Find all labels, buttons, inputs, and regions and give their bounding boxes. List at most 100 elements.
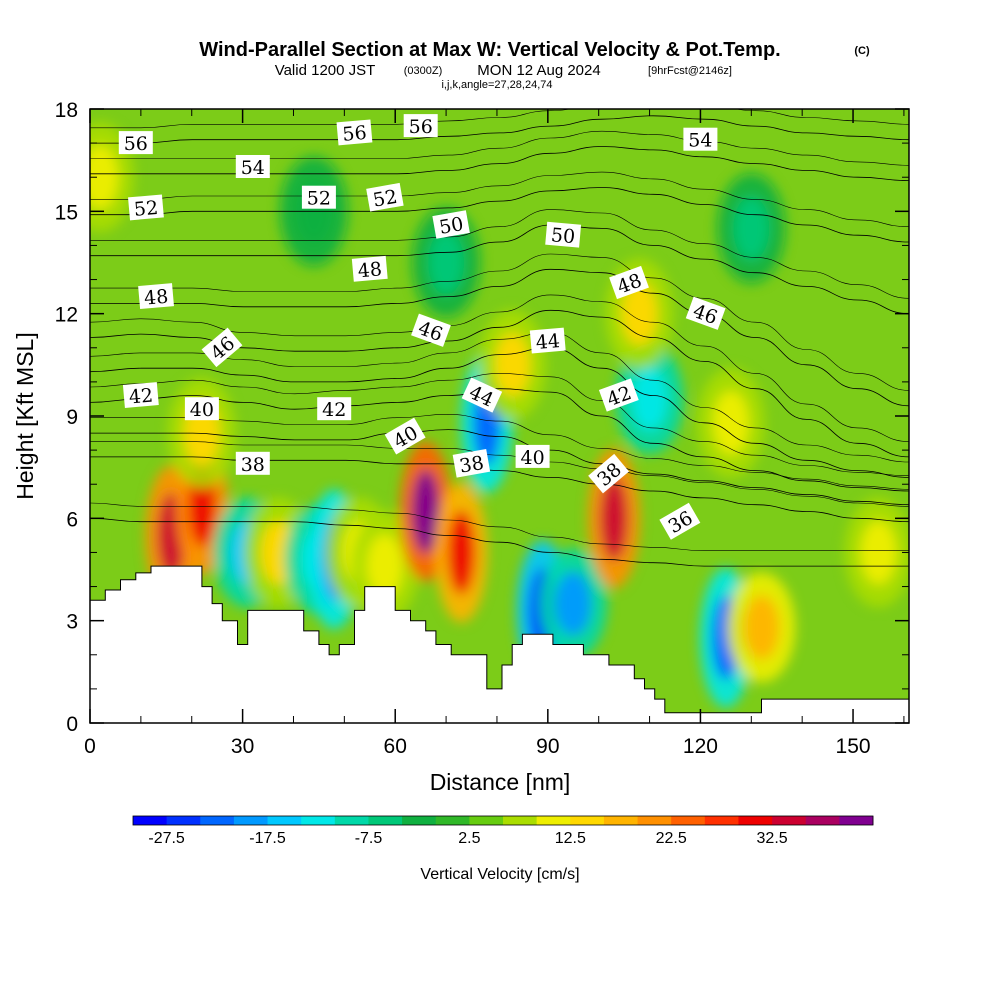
- contour-label-box: [336, 119, 373, 146]
- colorbar-tick-label: -7.5: [355, 830, 383, 847]
- contour-label-box: [609, 265, 649, 300]
- contour-label-box: [317, 397, 352, 421]
- theta-contour-minor: [90, 209, 909, 299]
- velocity-cell-core: [367, 534, 404, 599]
- contour-label-text: 48: [357, 258, 383, 282]
- contour-label: 46: [411, 313, 451, 347]
- contour-label-text: 52: [371, 186, 399, 212]
- contour-label-text: 52: [133, 197, 159, 221]
- contour-label-text: 40: [190, 399, 214, 421]
- colorbar-swatch: [368, 816, 403, 825]
- contour-label: 44: [529, 327, 566, 354]
- contour-label-box: [588, 453, 629, 494]
- colorbar-swatch: [805, 816, 840, 825]
- contour-label: 50: [432, 210, 470, 239]
- contour-label-text: 48: [143, 286, 169, 310]
- theta-contour-42: [90, 388, 909, 492]
- theta-contour-44: [90, 347, 909, 478]
- contour-label: 56: [118, 131, 153, 155]
- valid-zulu: (0300Z): [404, 65, 443, 77]
- y-tick-label: 9: [66, 406, 78, 429]
- contour-label-box: [683, 127, 718, 151]
- contour-label: 38: [235, 451, 270, 476]
- contour-label-text: 50: [438, 213, 466, 239]
- contour-label-box: [351, 255, 388, 282]
- contour-label-text: 38: [241, 454, 265, 476]
- velocity-cell-core: [555, 571, 592, 636]
- contour-label-box: [411, 313, 451, 347]
- axes: 0 30 60 90 120 150 0 3 6 9 12 15 18: [55, 99, 909, 758]
- contour-label-text: 56: [124, 133, 148, 155]
- contour-label-text: 52: [307, 188, 331, 210]
- contour-label-box: [366, 182, 404, 212]
- colorbar-swatch: [637, 816, 672, 825]
- contour-label-box: [529, 327, 566, 354]
- contour-label-box: [122, 382, 159, 408]
- contour-label-box: [598, 378, 639, 412]
- y-axis-label: Height [Kft MSL]: [12, 332, 38, 499]
- contour-label-box: [452, 449, 491, 478]
- velocity-cell-core: [447, 510, 476, 595]
- contour-label-box: [301, 185, 336, 209]
- copyright-mark: (C): [854, 45, 870, 57]
- x-tick-label: 60: [384, 735, 407, 758]
- theta-contour-minor: [90, 294, 909, 442]
- velocity-cell-core: [599, 476, 628, 561]
- y-tick-label: 12: [55, 304, 78, 327]
- colorbar-tick-label: 2.5: [458, 830, 480, 847]
- contour-label-text: 56: [409, 116, 433, 138]
- theta-contour-minor: [90, 413, 909, 490]
- contour-label: 48: [351, 255, 388, 282]
- contour-label: 52: [301, 185, 336, 210]
- contour-label: 54: [235, 155, 270, 179]
- theta-contour-minor: [90, 171, 909, 227]
- velocity-cell-core: [494, 332, 531, 397]
- contour-label: 56: [336, 119, 373, 146]
- velocity-cell-core: [712, 390, 749, 455]
- colorbar-tick-label: -27.5: [148, 830, 185, 847]
- contour-label-box: [118, 131, 153, 155]
- contour-label-text: 56: [342, 122, 368, 146]
- theta-contour-minor: [90, 332, 909, 463]
- colorbar-swatch: [267, 816, 302, 825]
- contour-label-text: 54: [688, 130, 712, 152]
- x-axis-label: Distance [nm]: [430, 769, 571, 795]
- colorbar-tick-label: 22.5: [656, 830, 687, 847]
- colorbar-swatch: [603, 816, 638, 825]
- velocity-cell-core: [411, 469, 440, 554]
- colorbar-swatch: [536, 816, 571, 825]
- colorbar-swatch: [738, 816, 773, 825]
- velocity-cell-core: [631, 366, 668, 431]
- theta-contour-36: [90, 517, 909, 567]
- theta-contour-minor: [90, 109, 909, 129]
- x-tick-label: 0: [84, 735, 96, 758]
- grid-indices: i,j,k,angle=27,28,24,74: [441, 79, 552, 91]
- theta-contour-40: [90, 429, 909, 506]
- colorbar-swatch: [301, 816, 336, 825]
- colorbar-swatch: [704, 816, 739, 825]
- contour-label-box: [432, 210, 470, 239]
- contour-label: 40: [515, 444, 550, 469]
- contour-label-box: [685, 296, 726, 330]
- contour-label-box: [235, 155, 270, 178]
- contour-label-box: [461, 377, 503, 413]
- velocity-cell-core: [90, 145, 119, 210]
- theta-contour-54: [90, 146, 909, 181]
- contour-label: 40: [184, 397, 219, 421]
- theta-contour-minor: [90, 253, 909, 391]
- contour-label-text: 44: [535, 330, 561, 354]
- x-tick-label: 120: [683, 735, 718, 758]
- contour-label-box: [384, 417, 426, 455]
- contour-label-box: [184, 397, 219, 421]
- theta-contour-52: [90, 187, 909, 243]
- velocity-cell-core: [743, 595, 780, 660]
- contour-label: 52: [366, 182, 404, 212]
- forecast-info: [9hrFcst@2146z]: [648, 65, 732, 77]
- y-tick-label: 18: [55, 99, 78, 122]
- contour-label-text: 40: [521, 447, 545, 469]
- velocity-cell-core: [733, 196, 770, 261]
- contour-label: 42: [317, 397, 352, 421]
